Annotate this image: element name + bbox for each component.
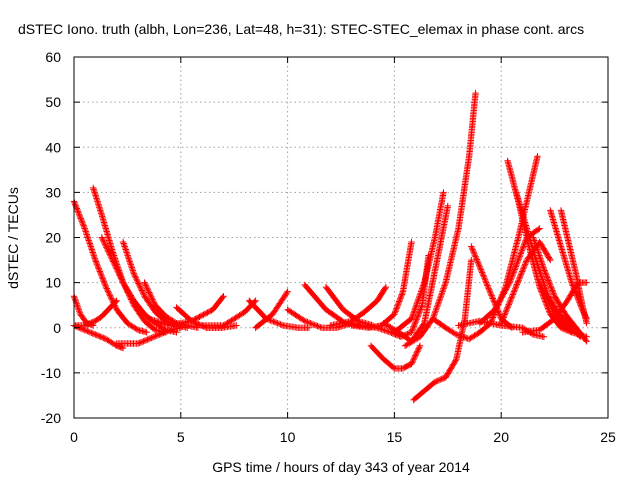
data-point-markers <box>367 342 424 372</box>
data-point-markers <box>429 315 494 343</box>
plot-data <box>70 89 590 404</box>
data-series <box>455 317 548 340</box>
data-series <box>391 189 447 336</box>
data-point-markers <box>113 324 184 347</box>
y-tick-label: -10 <box>41 365 61 381</box>
y-tick-label: 50 <box>45 94 61 110</box>
data-point-markers <box>410 256 475 404</box>
x-tick-label: 15 <box>387 429 403 445</box>
data-point-markers <box>487 153 541 327</box>
data-point-markers <box>513 189 584 340</box>
data-point-markers <box>391 189 447 336</box>
data-series <box>513 189 584 340</box>
y-tick-label: 60 <box>45 49 61 65</box>
data-point-markers <box>536 279 590 340</box>
data-series <box>113 324 184 347</box>
y-axis-title: dSTEC / TECUs <box>5 187 21 289</box>
data-series <box>410 256 475 404</box>
data-point-markers <box>252 288 291 331</box>
data-series <box>429 315 494 343</box>
y-tick-label: 20 <box>45 230 61 246</box>
x-tick-label: 0 <box>70 429 78 445</box>
y-tick-label: 30 <box>45 184 61 200</box>
y-tick-label: 0 <box>53 320 61 336</box>
data-series <box>367 342 424 372</box>
y-tick-label: -20 <box>41 410 61 426</box>
data-point-markers <box>455 317 548 340</box>
data-point-markers <box>401 89 479 349</box>
data-series <box>536 279 590 340</box>
x-axis-title: GPS time / hours of day 343 of year 2014 <box>212 459 470 475</box>
chart-title: dSTEC Iono. truth (albh, Lon=236, Lat=48… <box>18 21 584 37</box>
y-tick-label: 10 <box>45 275 61 291</box>
x-tick-label: 20 <box>493 429 509 445</box>
data-point-markers <box>327 283 390 329</box>
data-series <box>401 89 479 349</box>
data-series <box>487 153 541 327</box>
data-series <box>252 288 291 331</box>
data-series <box>327 283 390 329</box>
y-tick-label: 40 <box>45 139 61 155</box>
x-tick-label: 5 <box>177 429 185 445</box>
axes: 0 5 10 15 20 25 -20 -10 0 10 20 30 40 50 60 <box>41 49 616 445</box>
x-tick-label: 25 <box>600 429 616 445</box>
x-tick-label: 10 <box>280 429 296 445</box>
